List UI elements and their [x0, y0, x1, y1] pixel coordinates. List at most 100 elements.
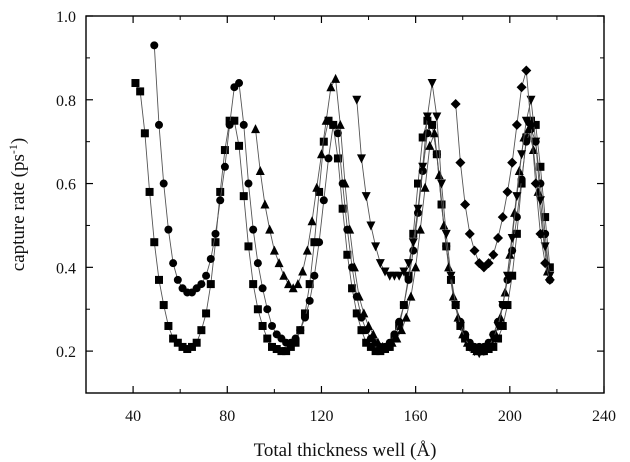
data-point [251, 124, 261, 134]
data-point [455, 157, 466, 168]
data-point [312, 182, 322, 192]
data-point [136, 87, 145, 96]
data-point [427, 79, 437, 89]
data-point [364, 320, 374, 330]
x-tick-label: 200 [498, 408, 522, 425]
data-point [510, 207, 520, 217]
series-line [153, 45, 551, 348]
data-point [455, 321, 465, 331]
data-point [302, 245, 312, 255]
data-point [263, 305, 272, 314]
data-point [423, 129, 432, 138]
y-axis-title-sup: -1 [6, 144, 20, 154]
data-point [526, 119, 537, 130]
data-point [348, 284, 357, 293]
data-point [399, 267, 409, 277]
data-point [216, 196, 225, 205]
data-point [300, 313, 309, 322]
plot-frame [85, 15, 605, 394]
data-point [488, 249, 499, 260]
data-point [324, 154, 333, 163]
x-tick-label: 120 [309, 408, 333, 425]
data-point [253, 305, 262, 314]
data-point [488, 334, 498, 344]
data-point [512, 192, 522, 202]
data-point [408, 238, 418, 248]
data-point [460, 199, 471, 210]
data-point [253, 259, 262, 268]
data-point [434, 170, 444, 180]
data-point [356, 154, 366, 164]
data-point [420, 182, 430, 192]
data-point [395, 317, 404, 326]
data-point [465, 342, 475, 352]
data-point [392, 333, 402, 343]
data-point [544, 274, 555, 285]
data-point [413, 179, 422, 188]
data-point [498, 301, 508, 311]
data-point [439, 220, 449, 230]
data-point [202, 271, 211, 280]
data-point [361, 192, 371, 202]
y-tick-label: 0.2 [56, 344, 76, 361]
data-point [244, 242, 253, 251]
data-point [371, 242, 381, 252]
data-point [411, 262, 421, 272]
data-point [140, 129, 149, 138]
data-point [279, 270, 289, 280]
data-point [197, 326, 206, 335]
data-point [244, 179, 253, 188]
data-point [258, 321, 267, 330]
data-point [258, 284, 267, 293]
data-point [464, 228, 475, 239]
x-tick-label: 40 [125, 408, 141, 425]
data-point [164, 321, 173, 330]
y-tick-label: 1.0 [56, 9, 76, 26]
data-point [164, 225, 173, 234]
data-point [159, 179, 168, 188]
data-point [514, 165, 524, 175]
data-point [352, 95, 362, 105]
data-point [192, 338, 201, 347]
data-point [239, 120, 248, 129]
data-point [530, 178, 541, 189]
data-point [173, 275, 182, 284]
data-point [274, 258, 284, 268]
y-tick-label: 0.4 [56, 260, 76, 277]
data-point [333, 129, 342, 138]
data-point [437, 179, 447, 189]
data-point [460, 334, 470, 344]
data-point [366, 221, 376, 231]
data-point [493, 233, 504, 244]
data-point [197, 280, 206, 289]
x-axis-title: Total thickness well (Å) [254, 440, 437, 461]
series-line [135, 82, 551, 352]
data-point [418, 162, 428, 172]
data-point [169, 259, 178, 268]
data-point [375, 259, 385, 269]
data-point [154, 120, 163, 129]
data-point [511, 119, 522, 130]
data-point [474, 349, 484, 359]
data-point [326, 82, 336, 92]
data-point [493, 321, 503, 331]
data-point [269, 245, 279, 255]
data-point [239, 192, 248, 201]
data-point [429, 128, 439, 138]
data-point [211, 229, 220, 238]
data-point [283, 279, 293, 289]
data-point [401, 312, 411, 322]
data-point [255, 165, 265, 175]
data-point [150, 238, 159, 247]
data-point [469, 245, 480, 256]
data-point [154, 275, 163, 284]
data-point [329, 120, 338, 129]
data-point [502, 271, 512, 281]
data-point [387, 337, 397, 347]
y-tick-label: 0.6 [56, 177, 76, 194]
data-point [319, 137, 328, 146]
data-point [220, 162, 229, 171]
data-point [441, 229, 451, 239]
data-point [159, 301, 168, 310]
series-square [131, 79, 554, 356]
